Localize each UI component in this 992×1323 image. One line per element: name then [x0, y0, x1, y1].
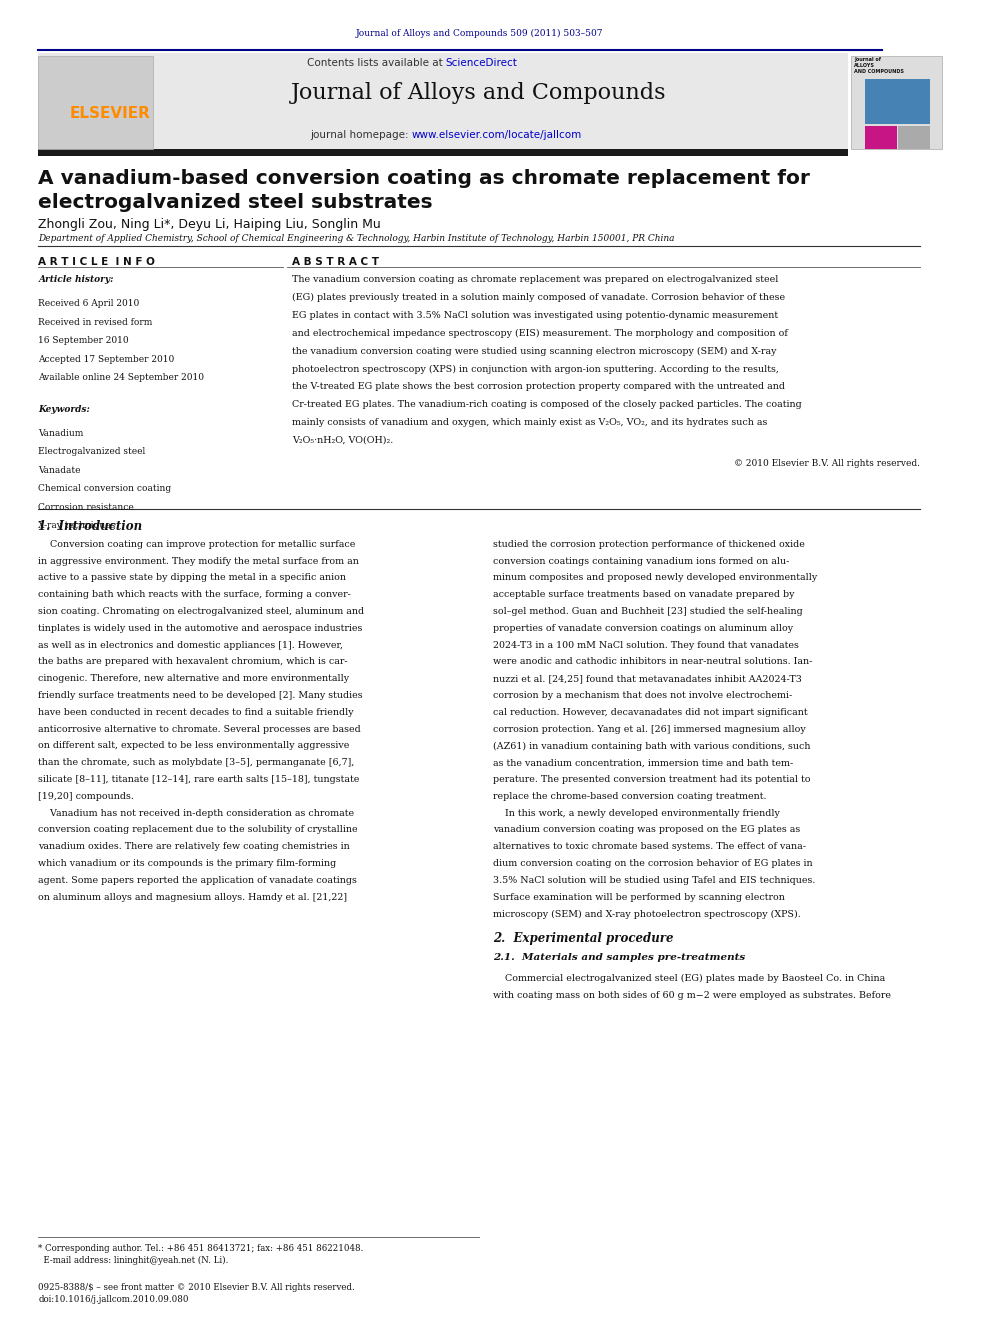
- Text: Conversion coating can improve protection for metallic surface: Conversion coating can improve protectio…: [39, 540, 356, 549]
- Text: sol–gel method. Guan and Buchheit [23] studied the self-healing: sol–gel method. Guan and Buchheit [23] s…: [493, 607, 804, 617]
- Text: Commercial electrogalvanized steel (EG) plates made by Baosteel Co. in China: Commercial electrogalvanized steel (EG) …: [493, 974, 886, 983]
- Text: properties of vanadate conversion coatings on aluminum alloy: properties of vanadate conversion coatin…: [493, 624, 794, 632]
- Text: V₂O₅·nH₂O, VO(OH)₂.: V₂O₅·nH₂O, VO(OH)₂.: [293, 435, 394, 445]
- Text: corrosion by a mechanism that does not involve electrochemi-: corrosion by a mechanism that does not i…: [493, 691, 793, 700]
- Text: which vanadium or its compounds is the primary film-forming: which vanadium or its compounds is the p…: [39, 859, 336, 868]
- Text: Cr-treated EG plates. The vanadium-rich coating is composed of the closely packe: Cr-treated EG plates. The vanadium-rich …: [293, 400, 802, 409]
- FancyBboxPatch shape: [39, 53, 848, 152]
- Text: on different salt, expected to be less environmentally aggressive: on different salt, expected to be less e…: [39, 741, 350, 750]
- Text: active to a passive state by dipping the metal in a specific anion: active to a passive state by dipping the…: [39, 573, 346, 582]
- Text: Journal of
ALLOYS
AND COMPOUNDS: Journal of ALLOYS AND COMPOUNDS: [854, 57, 904, 74]
- Text: anticorrosive alternative to chromate. Several processes are based: anticorrosive alternative to chromate. S…: [39, 725, 361, 734]
- Text: replace the chrome-based conversion coating treatment.: replace the chrome-based conversion coat…: [493, 792, 767, 800]
- Text: Keywords:: Keywords:: [39, 405, 90, 414]
- Text: nuzzi et al. [24,25] found that metavanadates inhibit AA2024-T3: nuzzi et al. [24,25] found that metavana…: [493, 675, 803, 683]
- Text: (EG) plates previously treated in a solution mainly composed of vanadate. Corros: (EG) plates previously treated in a solu…: [293, 292, 786, 302]
- Text: sion coating. Chromating on electrogalvanized steel, aluminum and: sion coating. Chromating on electrogalva…: [39, 607, 364, 617]
- Text: EG plates in contact with 3.5% NaCl solution was investigated using potentio-dyn: EG plates in contact with 3.5% NaCl solu…: [293, 311, 779, 320]
- Text: Contents lists available at: Contents lists available at: [307, 58, 445, 69]
- Text: In this work, a newly developed environmentally friendly: In this work, a newly developed environm…: [493, 808, 781, 818]
- Text: Surface examination will be performed by scanning electron: Surface examination will be performed by…: [493, 893, 786, 902]
- Text: photoelectron spectroscopy (XPS) in conjunction with argon-ion sputtering. Accor: photoelectron spectroscopy (XPS) in conj…: [293, 364, 779, 373]
- Text: Vanadate: Vanadate: [39, 466, 80, 475]
- Text: X-ray techniques: X-ray techniques: [39, 521, 116, 531]
- Text: the vanadium conversion coating were studied using scanning electron microscopy : the vanadium conversion coating were stu…: [293, 347, 777, 356]
- Text: * Corresponding author. Tel.: +86 451 86413721; fax: +86 451 86221048.
  E-mail : * Corresponding author. Tel.: +86 451 86…: [39, 1244, 364, 1265]
- Text: (AZ61) in vanadium containing bath with various conditions, such: (AZ61) in vanadium containing bath with …: [493, 741, 810, 750]
- Bar: [39, 149, 848, 156]
- Text: Electrogalvanized steel: Electrogalvanized steel: [39, 447, 146, 456]
- Text: Zhongli Zou, Ning Li*, Deyu Li, Haiping Liu, Songlin Mu: Zhongli Zou, Ning Li*, Deyu Li, Haiping …: [39, 218, 381, 232]
- Text: ScienceDirect: ScienceDirect: [445, 58, 518, 69]
- Text: Accepted 17 September 2010: Accepted 17 September 2010: [39, 355, 175, 364]
- Text: vanadium conversion coating was proposed on the EG plates as: vanadium conversion coating was proposed…: [493, 826, 801, 835]
- Text: Received in revised form: Received in revised form: [39, 318, 153, 327]
- Text: cinogenic. Therefore, new alternative and more environmentally: cinogenic. Therefore, new alternative an…: [39, 675, 349, 683]
- Text: Available online 24 September 2010: Available online 24 September 2010: [39, 373, 204, 382]
- Text: 3.5% NaCl solution will be studied using Tafel and EIS techniques.: 3.5% NaCl solution will be studied using…: [493, 876, 815, 885]
- Text: © 2010 Elsevier B.V. All rights reserved.: © 2010 Elsevier B.V. All rights reserved…: [734, 459, 920, 468]
- Text: in aggressive environment. They modify the metal surface from an: in aggressive environment. They modify t…: [39, 557, 359, 566]
- Text: conversion coatings containing vanadium ions formed on alu-: conversion coatings containing vanadium …: [493, 557, 790, 566]
- Text: and electrochemical impedance spectroscopy (EIS) measurement. The morphology and: and electrochemical impedance spectrosco…: [293, 328, 788, 337]
- Text: containing bath which reacts with the surface, forming a conver-: containing bath which reacts with the su…: [39, 590, 351, 599]
- Text: Corrosion resistance: Corrosion resistance: [39, 503, 134, 512]
- Text: on aluminum alloys and magnesium alloys. Hamdy et al. [21,22]: on aluminum alloys and magnesium alloys.…: [39, 893, 347, 902]
- Text: conversion coating replacement due to the solubility of crystalline: conversion coating replacement due to th…: [39, 826, 358, 835]
- Text: friendly surface treatments need to be developed [2]. Many studies: friendly surface treatments need to be d…: [39, 691, 363, 700]
- Text: 2.1.  Materials and samples pre-treatments: 2.1. Materials and samples pre-treatment…: [493, 953, 746, 962]
- Text: www.elsevier.com/locate/jallcom: www.elsevier.com/locate/jallcom: [412, 130, 582, 140]
- Text: as the vanadium concentration, immersion time and bath tem-: as the vanadium concentration, immersion…: [493, 758, 794, 767]
- Text: Received 6 April 2010: Received 6 April 2010: [39, 299, 140, 308]
- Text: 16 September 2010: 16 September 2010: [39, 336, 129, 345]
- Text: Chemical conversion coating: Chemical conversion coating: [39, 484, 172, 493]
- Text: Vanadium has not received in-depth consideration as chromate: Vanadium has not received in-depth consi…: [39, 808, 354, 818]
- Text: 0925-8388/$ – see front matter © 2010 Elsevier B.V. All rights reserved.
doi:10.: 0925-8388/$ – see front matter © 2010 El…: [39, 1283, 355, 1304]
- Text: corrosion protection. Yang et al. [26] immersed magnesium alloy: corrosion protection. Yang et al. [26] i…: [493, 725, 806, 734]
- Text: Journal of Alloys and Compounds: Journal of Alloys and Compounds: [292, 82, 667, 105]
- Text: were anodic and cathodic inhibitors in near-neutral solutions. Ian-: were anodic and cathodic inhibitors in n…: [493, 658, 812, 667]
- Text: microscopy (SEM) and X-ray photoelectron spectroscopy (XPS).: microscopy (SEM) and X-ray photoelectron…: [493, 909, 802, 918]
- Text: A R T I C L E  I N F O: A R T I C L E I N F O: [39, 257, 155, 267]
- Text: Journal of Alloys and Compounds 509 (2011) 503–507: Journal of Alloys and Compounds 509 (201…: [355, 29, 603, 38]
- Text: tinplates is widely used in the automotive and aerospace industries: tinplates is widely used in the automoti…: [39, 624, 363, 632]
- Text: ELSEVIER: ELSEVIER: [69, 106, 151, 120]
- Bar: [898, 126, 930, 149]
- Text: acceptable surface treatments based on vanadate prepared by: acceptable surface treatments based on v…: [493, 590, 795, 599]
- Text: Department of Applied Chemistry, School of Chemical Engineering & Technology, Ha: Department of Applied Chemistry, School …: [39, 234, 675, 243]
- Text: the V-treated EG plate shows the best corrosion protection property compared wit: the V-treated EG plate shows the best co…: [293, 382, 786, 392]
- Text: A B S T R A C T: A B S T R A C T: [293, 257, 379, 267]
- Text: dium conversion coating on the corrosion behavior of EG plates in: dium conversion coating on the corrosion…: [493, 859, 813, 868]
- Bar: [865, 79, 930, 124]
- Text: [19,20] compounds.: [19,20] compounds.: [39, 792, 134, 800]
- Text: than the chromate, such as molybdate [3–5], permanganate [6,7],: than the chromate, such as molybdate [3–…: [39, 758, 355, 767]
- Text: Vanadium: Vanadium: [39, 429, 83, 438]
- Text: A vanadium-based conversion coating as chromate replacement for
electrogalvanize: A vanadium-based conversion coating as c…: [39, 169, 810, 212]
- Text: Article history:: Article history:: [39, 275, 114, 284]
- Text: the baths are prepared with hexavalent chromium, which is car-: the baths are prepared with hexavalent c…: [39, 658, 348, 667]
- Text: with coating mass on both sides of 60 g m−2 were employed as substrates. Before: with coating mass on both sides of 60 g …: [493, 991, 892, 1000]
- Text: as well as in electronics and domestic appliances [1]. However,: as well as in electronics and domestic a…: [39, 640, 343, 650]
- Text: agent. Some papers reported the application of vanadate coatings: agent. Some papers reported the applicat…: [39, 876, 357, 885]
- Text: studied the corrosion protection performance of thickened oxide: studied the corrosion protection perform…: [493, 540, 806, 549]
- Text: journal homepage:: journal homepage:: [310, 130, 412, 140]
- Text: mainly consists of vanadium and oxygen, which mainly exist as V₂O₅, VO₂, and its: mainly consists of vanadium and oxygen, …: [293, 418, 768, 427]
- Text: minum composites and proposed newly developed environmentally: minum composites and proposed newly deve…: [493, 573, 817, 582]
- Text: 1.  Introduction: 1. Introduction: [39, 520, 143, 533]
- Text: 2024-T3 in a 100 mM NaCl solution. They found that vanadates: 2024-T3 in a 100 mM NaCl solution. They …: [493, 640, 800, 650]
- Text: perature. The presented conversion treatment had its potential to: perature. The presented conversion treat…: [493, 775, 810, 785]
- Text: have been conducted in recent decades to find a suitable friendly: have been conducted in recent decades to…: [39, 708, 354, 717]
- Bar: [851, 56, 941, 149]
- Bar: [39, 56, 154, 149]
- Text: The vanadium conversion coating as chromate replacement was prepared on electrog: The vanadium conversion coating as chrom…: [293, 275, 779, 284]
- Text: 2.  Experimental procedure: 2. Experimental procedure: [493, 931, 674, 945]
- Text: silicate [8–11], titanate [12–14], rare earth salts [15–18], tungstate: silicate [8–11], titanate [12–14], rare …: [39, 775, 360, 785]
- Text: cal reduction. However, decavanadates did not impart significant: cal reduction. However, decavanadates di…: [493, 708, 808, 717]
- Text: vanadium oxides. There are relatively few coating chemistries in: vanadium oxides. There are relatively fe…: [39, 843, 350, 851]
- Text: alternatives to toxic chromate based systems. The effect of vana-: alternatives to toxic chromate based sys…: [493, 843, 806, 851]
- Bar: [865, 126, 897, 149]
